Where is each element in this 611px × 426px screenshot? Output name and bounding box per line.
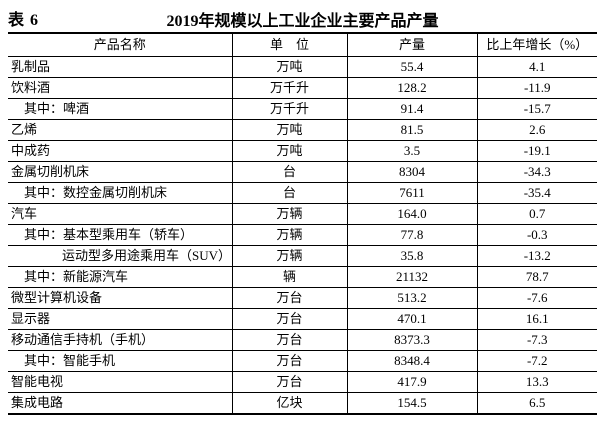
cell-output: 3.5	[347, 140, 478, 162]
cell-name: 饮料酒	[8, 77, 233, 99]
cell-name: 金属切削机床	[8, 161, 233, 183]
cell-output: 91.4	[347, 98, 478, 120]
cell-unit: 台	[232, 182, 348, 204]
cell-output: 21132	[347, 266, 478, 288]
cell-output: 470.1	[347, 308, 478, 330]
table-row: 中成药 万吨 3.5 -19.1	[8, 140, 597, 162]
cell-growth: -11.9	[477, 77, 597, 99]
cell-unit: 万吨	[232, 119, 348, 141]
cell-unit: 万千升	[232, 98, 348, 120]
table-row: 其中：新能源汽车辆 21132 78.7	[8, 266, 597, 288]
table-row: 智能电视 万台 417.9 13.3	[8, 371, 597, 393]
products-output-table: 产品名称 单 位 产量 比上年增长（%） 乳制品 万吨 55.4 4.1 饮料酒 万千升 1…	[8, 32, 597, 415]
cell-growth: 0.7	[477, 203, 597, 225]
table-row: 其中：基本型乘用车（轿车） 万辆 77.8 -0.3	[8, 224, 597, 246]
table-row: 金属切削机床台 8304 -34.3	[8, 161, 597, 183]
cell-unit: 万千升	[232, 77, 348, 99]
cell-unit: 台	[232, 161, 348, 183]
column-header-output: 产量	[347, 33, 478, 57]
cell-name: 其中：啤酒	[8, 98, 233, 120]
cell-growth: 78.7	[477, 266, 597, 288]
table-row: 移动通信手持机（手机） 万台 8373.3 -7.3	[8, 329, 597, 351]
table-row: 其中：啤酒 万千升 91.4 -15.7	[8, 98, 597, 120]
cell-unit: 万吨	[232, 140, 348, 162]
cell-unit: 万辆	[232, 203, 348, 225]
table-body: 乳制品 万吨 55.4 4.1 饮料酒 万千升 128.2 -11.9 其中：啤酒 万千升 91.4…	[8, 56, 597, 415]
cell-output: 8348.4	[347, 350, 478, 372]
table-number-label: 表 6	[8, 12, 40, 29]
cell-unit: 万台	[232, 371, 348, 393]
cell-name: 其中：基本型乘用车（轿车）	[8, 224, 233, 246]
cell-unit: 万吨	[232, 56, 348, 78]
cell-output: 7611	[347, 182, 478, 204]
cell-output: 8304	[347, 161, 478, 183]
cell-growth: 16.1	[477, 308, 597, 330]
cell-name: 乙烯	[8, 119, 233, 141]
cell-unit: 万台	[232, 308, 348, 330]
cell-output: 154.5	[347, 392, 478, 415]
cell-growth: -34.3	[477, 161, 597, 183]
table-row: 乙烯 万吨 81.5 2.6	[8, 119, 597, 141]
cell-output: 128.2	[347, 77, 478, 99]
column-header-product: 产品名称	[8, 33, 233, 57]
cell-unit: 万台	[232, 287, 348, 309]
cell-growth: -7.6	[477, 287, 597, 309]
table-row: 其中：数控金属切削机床台 7611 -35.4	[8, 182, 597, 204]
cell-unit: 万辆	[232, 245, 348, 267]
cell-name: 汽车	[8, 203, 233, 225]
cell-output: 55.4	[347, 56, 478, 78]
cell-unit: 万辆	[232, 224, 348, 246]
cell-growth: -15.7	[477, 98, 597, 120]
cell-growth: -0.3	[477, 224, 597, 246]
cell-name: 乳制品	[8, 56, 233, 78]
cell-name: 运动型多用途乘用车（SUV）	[8, 245, 233, 267]
cell-name: 其中：数控金属切削机床	[8, 182, 233, 204]
cell-unit: 万台	[232, 350, 348, 372]
cell-growth: 13.3	[477, 371, 597, 393]
cell-name: 集成电路	[8, 392, 233, 415]
cell-growth: 4.1	[477, 56, 597, 78]
table-row: 集成电路 亿块 154.5 6.5	[8, 392, 597, 415]
cell-growth: -7.3	[477, 329, 597, 351]
cell-growth: 6.5	[477, 392, 597, 415]
cell-output: 81.5	[347, 119, 478, 141]
cell-output: 35.8	[347, 245, 478, 267]
table-row: 乳制品 万吨 55.4 4.1	[8, 56, 597, 78]
cell-unit: 万台	[232, 329, 348, 351]
cell-name: 中成药	[8, 140, 233, 162]
cell-growth: -19.1	[477, 140, 597, 162]
cell-output: 8373.3	[347, 329, 478, 351]
cell-unit: 辆	[232, 266, 348, 288]
cell-growth: -13.2	[477, 245, 597, 267]
cell-output: 417.9	[347, 371, 478, 393]
table-header-row: 产品名称 单 位 产量 比上年增长（%）	[8, 33, 597, 57]
column-header-unit: 单 位	[232, 33, 348, 57]
cell-name: 显示器	[8, 308, 233, 330]
table-row: 饮料酒 万千升 128.2 -11.9	[8, 77, 597, 99]
cell-name: 移动通信手持机（手机）	[8, 329, 233, 351]
table-row: 汽车 万辆 164.0 0.7	[8, 203, 597, 225]
title-bar: 表 6 2019年规模以上工业企业主要产品产量	[8, 0, 597, 32]
cell-unit: 亿块	[232, 392, 348, 415]
table-row: 显示器 万台 470.1 16.1	[8, 308, 597, 330]
cell-name: 其中：新能源汽车	[8, 266, 233, 288]
cell-output: 164.0	[347, 203, 478, 225]
page-title: 2019年规模以上工业企业主要产品产量	[166, 13, 439, 30]
table-row: 微型计算机设备 万台 513.2 -7.6	[8, 287, 597, 309]
cell-name: 其中：智能手机	[8, 350, 233, 372]
cell-growth: -35.4	[477, 182, 597, 204]
cell-name: 微型计算机设备	[8, 287, 233, 309]
cell-growth: 2.6	[477, 119, 597, 141]
table-row: 运动型多用途乘用车（SUV） 万辆 35.8 -13.2	[8, 245, 597, 267]
column-header-growth: 比上年增长（%）	[477, 33, 597, 57]
cell-growth: -7.2	[477, 350, 597, 372]
cell-output: 513.2	[347, 287, 478, 309]
cell-output: 77.8	[347, 224, 478, 246]
table-row: 其中：智能手机 万台 8348.4 -7.2	[8, 350, 597, 372]
cell-name: 智能电视	[8, 371, 233, 393]
